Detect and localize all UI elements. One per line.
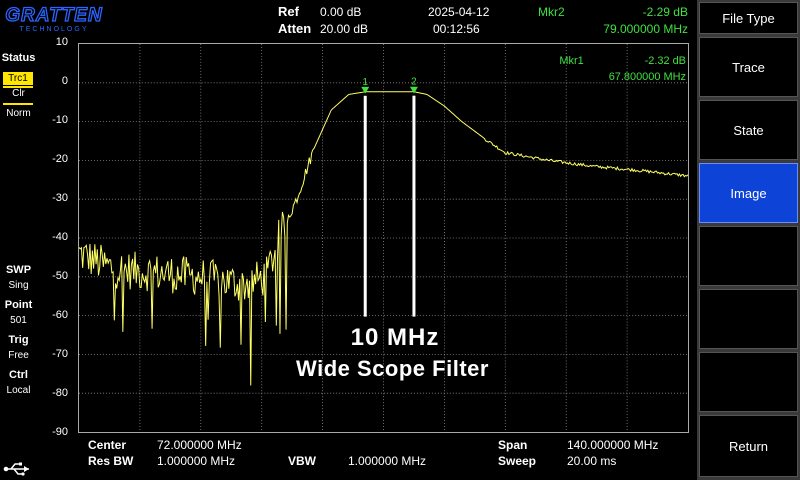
top-bar	[0, 0, 696, 38]
marker-2-number: 2	[411, 77, 417, 88]
span-value: 140.000000 MHz	[567, 438, 659, 452]
y-tick-label: -20	[52, 153, 68, 165]
point-value: 501	[10, 315, 27, 326]
resbw-value: 1.000000 MHz	[157, 454, 236, 468]
y-tick-label: -40	[52, 231, 68, 243]
marker2-amplitude: -2.29 dB	[642, 5, 688, 19]
marker1-label: Mkr1	[559, 55, 583, 67]
trace-divider	[3, 103, 33, 105]
time-value: 00:12:56	[433, 22, 480, 36]
resbw-label: Res BW	[88, 454, 134, 468]
status-title: Status	[1, 52, 36, 64]
point-label: Point	[4, 299, 33, 311]
marker-2-triangle	[409, 86, 418, 94]
y-tick-label: -10	[52, 114, 68, 126]
atten-value: 20.00 dB	[320, 22, 369, 36]
trig-label: Trig	[8, 334, 29, 346]
marker2-label: Mkr2	[538, 5, 565, 19]
y-tick-label: -90	[52, 426, 68, 438]
atten-label: Atten	[278, 21, 312, 36]
marker-1-triangle	[361, 86, 370, 94]
marker2-frequency: 79.000000 MHz	[603, 22, 688, 36]
softkey-panel: File Type Trace State Image Return	[697, 0, 800, 480]
marker1-amplitude: -2.32 dB	[645, 55, 686, 67]
softkey-image[interactable]: Image	[699, 163, 798, 223]
sweep-label: Sweep	[498, 454, 537, 468]
overlay-title: 10 MHz	[350, 324, 440, 351]
y-tick-label: -80	[52, 387, 68, 399]
marker-lines	[363, 95, 416, 317]
y-tick-label: -60	[52, 309, 68, 321]
vbw-value: 1.000000 MHz	[348, 454, 427, 468]
vbw-label: VBW	[288, 454, 316, 468]
plot-grid	[79, 44, 688, 432]
softkey-trace[interactable]: Trace	[699, 37, 798, 97]
logo-subtext: TECHNOLOGY	[19, 26, 88, 33]
marker-1-line	[363, 95, 367, 317]
swp-value: Sing	[8, 280, 29, 291]
softkey-title: File Type	[699, 2, 798, 34]
ctrl-value: Local	[6, 385, 31, 396]
y-tick-label: 10	[55, 36, 68, 48]
softkey-return[interactable]: Return	[699, 415, 798, 477]
status-column	[0, 40, 37, 480]
ref-label: Ref	[278, 4, 299, 19]
trace-mode: Clr	[12, 88, 25, 99]
softkey-empty-1[interactable]	[699, 226, 798, 286]
y-tick-label: -70	[52, 348, 68, 360]
gratten-logo: GRATTEN TECHNOLOGY	[3, 3, 105, 33]
softkey-state[interactable]: State	[699, 100, 798, 160]
center-value: 72.000000 MHz	[157, 438, 242, 452]
trace-divider	[3, 86, 33, 88]
usb-icon	[3, 462, 29, 476]
y-tick-label: -30	[52, 192, 68, 204]
spectrum-trace	[79, 91, 688, 386]
ctrl-label: Ctrl	[9, 369, 28, 381]
swp-label: SWP	[5, 264, 32, 276]
marker-2-line	[412, 95, 416, 317]
trace-badge: Trc1	[3, 72, 33, 85]
overlay-subtitle: Wide Scope Filter	[296, 356, 489, 381]
y-tick-label: 0	[61, 75, 68, 87]
date-value: 2025-04-12	[428, 5, 490, 19]
sweep-value: 20.00 ms	[567, 454, 617, 468]
softkey-empty-2[interactable]	[699, 289, 798, 349]
marker-1-number: 1	[362, 77, 368, 88]
trig-value: Free	[8, 350, 29, 361]
y-tick-label: -50	[52, 270, 68, 282]
marker1-frequency: 67.800000 MHz	[609, 71, 686, 83]
center-label: Center	[88, 438, 127, 452]
span-label: Span	[498, 438, 528, 452]
ref-value: 0.00 dB	[320, 5, 362, 19]
softkey-empty-3[interactable]	[699, 352, 798, 412]
logo-text: GRATTEN	[5, 5, 103, 26]
detector-mode: Norm	[6, 108, 31, 119]
